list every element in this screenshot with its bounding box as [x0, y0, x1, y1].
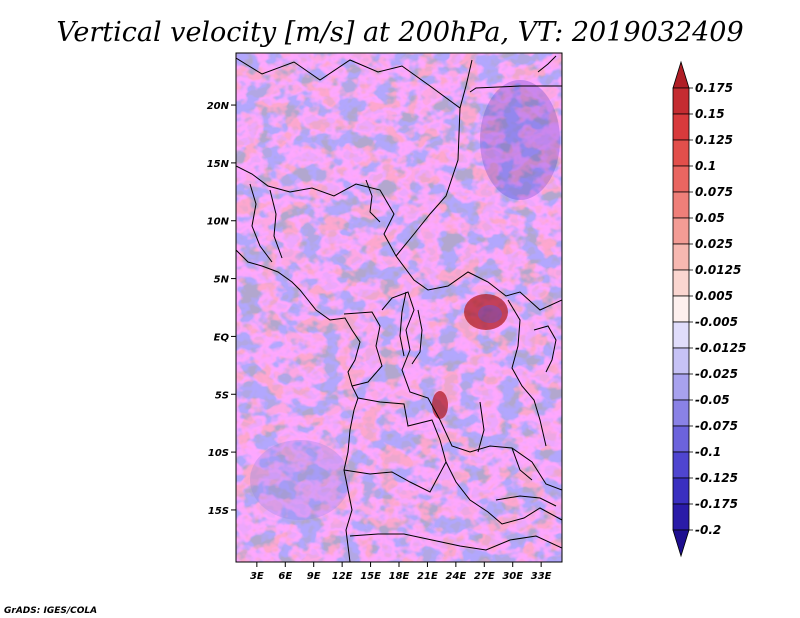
x-tick-label: 27E — [474, 571, 495, 582]
x-axis: 3E 6E 9E 12E 15E 18E 21E 24E 27E 30E 33E — [250, 562, 552, 582]
colorbar-label: -0.005 — [695, 315, 738, 329]
colorbar-label: -0.1 — [695, 445, 721, 459]
colorbar-label: 0.075 — [695, 185, 733, 199]
colorbar-label: -0.05 — [695, 393, 730, 407]
colorbar-label: 0.175 — [695, 81, 733, 95]
x-tick-label: 21E — [417, 571, 438, 582]
y-tick-label: 15N — [207, 159, 230, 170]
colorbar-label: 0.15 — [695, 107, 725, 121]
colorbar-label: 0.0125 — [695, 263, 741, 277]
map-panel — [235, 52, 563, 563]
colorbar-label: 0.025 — [695, 237, 733, 251]
y-tick-label: 15S — [208, 506, 229, 517]
colorbar-label: -0.2 — [695, 523, 721, 537]
grads-credit: GrADS: IGES/COLA — [4, 606, 97, 616]
x-tick-label: 6E — [278, 571, 292, 582]
x-tick-label: 12E — [332, 571, 353, 582]
y-tick-label: 10S — [208, 448, 229, 459]
y-tick-label: 5S — [215, 390, 229, 401]
colorbar-label: -0.0125 — [695, 341, 746, 355]
y-tick-label: 20N — [207, 101, 230, 112]
colorbar-swatch — [672, 139, 690, 167]
colorbar-label: -0.075 — [695, 419, 738, 433]
colorbar-swatch — [672, 87, 690, 115]
x-tick-label: 3E — [250, 571, 264, 582]
colorbar-swatch — [672, 503, 690, 531]
x-tick-label: 15E — [360, 571, 381, 582]
colorbar-swatch — [672, 347, 690, 375]
colorbar-swatch — [672, 269, 690, 297]
colorbar-label: 0.125 — [695, 133, 733, 147]
x-tick-label: 33E — [531, 571, 552, 582]
x-tick-label: 30E — [502, 571, 523, 582]
colorbar-label: 0.05 — [695, 211, 725, 225]
velocity-field — [236, 53, 562, 562]
colorbar-label: -0.025 — [695, 367, 738, 381]
colorbar: 0.175 0.15 0.125 0.1 0.075 0.05 0.025 0.0125 0.0… — [672, 60, 746, 558]
colorbar-swatch — [672, 60, 690, 89]
x-tick-label: 24E — [445, 571, 466, 582]
colorbar-swatch — [672, 373, 690, 401]
colorbar-swatch — [672, 451, 690, 479]
field-anomalies — [250, 80, 560, 520]
colorbar-swatch — [672, 217, 690, 245]
x-tick-label: 18E — [389, 571, 410, 582]
y-tick-label: 5N — [214, 275, 230, 286]
colorbar-swatch — [672, 191, 690, 219]
colorbar-label: -0.175 — [695, 497, 738, 511]
colorbar-label: 0.005 — [695, 289, 733, 303]
y-tick-label: EQ — [214, 332, 230, 343]
colorbar-swatch — [672, 321, 690, 349]
colorbar-swatch — [672, 425, 690, 453]
colorbar-swatch — [672, 529, 690, 558]
colorbar-swatch — [672, 399, 690, 427]
colorbar-swatch — [672, 243, 690, 271]
colorbar-swatch — [672, 165, 690, 193]
colorbar-swatch — [672, 113, 690, 141]
y-tick-label: 10N — [207, 217, 230, 228]
colorbar-swatch — [672, 295, 690, 323]
y-axis: 20N 15N 10N 5N EQ 5S 10S 15S — [207, 101, 236, 517]
colorbar-label: -0.125 — [695, 471, 738, 485]
chart-title: Vertical velocity [m/s] at 200hPa, VT: 2… — [56, 17, 743, 48]
colorbar-swatch — [672, 477, 690, 505]
colorbar-label: 0.1 — [695, 159, 716, 173]
country-borders — [236, 55, 562, 562]
x-tick-label: 9E — [307, 571, 321, 582]
